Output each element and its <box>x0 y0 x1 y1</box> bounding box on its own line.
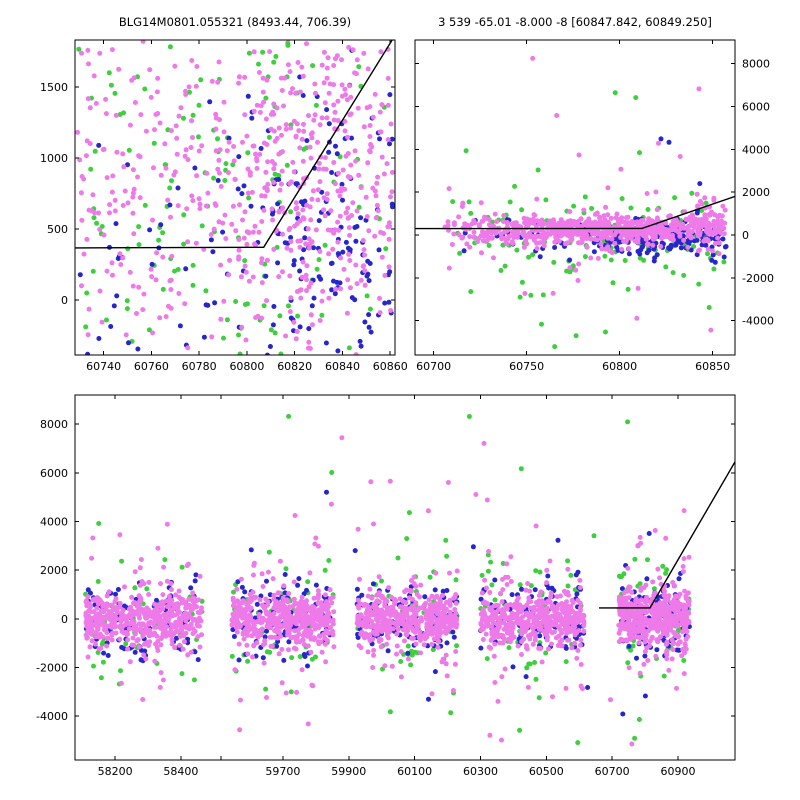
y-tick-label: -4000 <box>36 710 68 723</box>
x-tick-label: 60740 <box>86 360 121 373</box>
y-tick-label: 1500 <box>40 81 68 94</box>
y-tick-label: 6000 <box>742 100 770 113</box>
left-panel-title: BLG14M0801.055321 (8493.44, 706.39) <box>118 15 352 29</box>
y-tick-label: 8000 <box>742 58 770 71</box>
x-tick-label: 60780 <box>182 360 217 373</box>
model-line <box>599 461 735 609</box>
x-tick-label: 60700 <box>595 765 630 778</box>
x-tick-label: 60500 <box>529 765 564 778</box>
cluster-s1-violet-core <box>83 579 204 662</box>
cluster-green-high <box>535 90 642 173</box>
cluster-s3-violet-core <box>354 581 460 658</box>
y-tick-label: 4000 <box>40 516 68 529</box>
cluster-violet-high <box>530 55 702 159</box>
y-tick-label: 2000 <box>742 186 770 199</box>
x-tick-label: 60800 <box>602 360 637 373</box>
x-tick-label: 60700 <box>416 360 451 373</box>
cluster-stray-green-high <box>286 413 631 539</box>
y-tick-label: -2000 <box>742 272 774 285</box>
cluster-green-low <box>517 294 608 350</box>
x-tick-label: 60900 <box>661 765 696 778</box>
panel-zoom-points <box>75 40 395 355</box>
cluster-violet-low <box>522 285 714 333</box>
right-panel-title: 3 539 -65.01 -8.000 -8 [60847.842, 60849… <box>438 15 712 29</box>
x-tick-label: 58400 <box>163 765 198 778</box>
cluster-stray-green-low <box>387 695 642 746</box>
panel-full-points <box>83 413 735 747</box>
x-tick-label: 60300 <box>463 765 498 778</box>
cluster-blue-peak <box>226 47 395 355</box>
y-tick-label: 2000 <box>40 564 68 577</box>
panel-season-points <box>415 55 735 350</box>
x-tick-label: 60800 <box>229 360 264 373</box>
cluster-s5-violet-core <box>616 575 692 667</box>
panel-full-axes <box>74 394 736 761</box>
model-line <box>415 195 735 230</box>
y-tick-label: 4000 <box>742 143 770 156</box>
cluster-stray-blue-high <box>324 489 641 554</box>
panel-zoom-axes <box>74 39 396 356</box>
x-tick-label: 59900 <box>331 765 366 778</box>
x-tick-label: 60100 <box>397 765 432 778</box>
x-tick-label: 58200 <box>98 765 133 778</box>
y-tick-label: 500 <box>47 223 68 236</box>
y-tick-label: 6000 <box>40 467 68 480</box>
y-tick-label: 0 <box>61 294 68 307</box>
y-tick-label: 8000 <box>40 418 68 431</box>
x-tick-label: 60820 <box>277 360 312 373</box>
x-tick-label: 60860 <box>373 360 408 373</box>
x-tick-label: 60850 <box>695 360 730 373</box>
model-line <box>75 40 393 249</box>
x-tick-label: 60750 <box>509 360 544 373</box>
y-tick-label: -4000 <box>742 315 774 328</box>
cluster-violet-peak <box>183 44 395 355</box>
cluster-stray-violet-high <box>339 435 687 533</box>
cluster-stray-violet-low <box>237 690 613 743</box>
y-tick-label: 0 <box>742 229 749 242</box>
cluster-s5-violet-wide <box>619 534 692 747</box>
y-tick-label: 0 <box>61 613 68 626</box>
cluster-s2-violet-core <box>229 570 337 657</box>
x-tick-label: 59700 <box>265 765 300 778</box>
x-tick-label: 60840 <box>325 360 360 373</box>
cluster-stray-blue-low <box>426 685 648 717</box>
panel-season-axes <box>414 39 736 356</box>
cluster-violet-rise <box>672 191 728 239</box>
y-tick-label: 1000 <box>40 152 68 165</box>
x-tick-label: 60760 <box>134 360 169 373</box>
cluster-s4-violet-core <box>478 574 587 652</box>
y-tick-label: -2000 <box>36 662 68 675</box>
cluster-blue-high <box>658 136 703 187</box>
